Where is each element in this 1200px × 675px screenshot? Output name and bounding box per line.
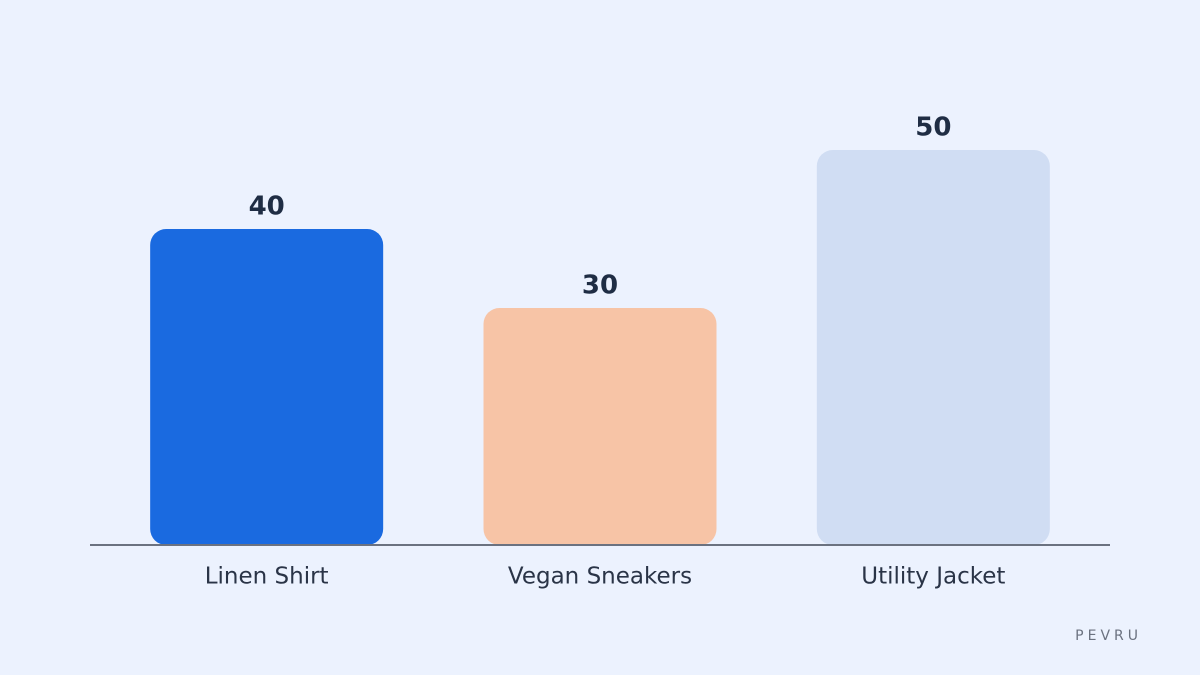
value-label: 40 (249, 192, 285, 222)
watermark: PEVRU (1075, 628, 1142, 644)
x-tick-label: Linen Shirt (205, 564, 329, 590)
x-tick-label: Utility Jacket (861, 564, 1005, 590)
bar (483, 308, 717, 545)
bar (816, 150, 1050, 545)
x-tick-label: Vegan Sneakers (508, 564, 692, 590)
value-label: 30 (582, 271, 618, 301)
bar (150, 229, 384, 545)
value-label: 50 (915, 113, 951, 143)
